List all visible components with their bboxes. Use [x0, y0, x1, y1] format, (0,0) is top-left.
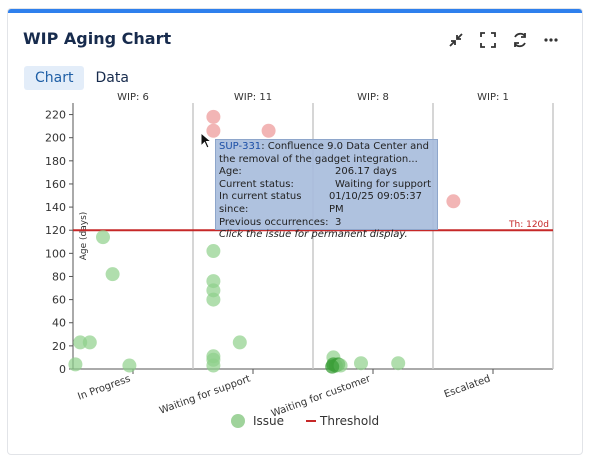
category-label: Escalated [443, 373, 492, 400]
tooltip-value: 3 [335, 216, 342, 228]
issue-point [325, 359, 340, 374]
issue-point [73, 335, 88, 350]
fullscreen-icon[interactable] [477, 30, 499, 50]
issue-point [206, 109, 221, 124]
tooltip-label: Age: [219, 166, 242, 178]
issue-point [206, 358, 221, 373]
category-label: In Progress [76, 373, 132, 402]
y-tick-label: 120 [45, 224, 66, 237]
chart-legend: Issue Threshold [231, 414, 379, 428]
mouse-cursor-icon [200, 132, 213, 149]
y-tick-label: 160 [45, 178, 66, 191]
y-tick-label: 220 [45, 109, 66, 122]
y-tick-label: 20 [52, 340, 66, 353]
issue-point [206, 123, 221, 138]
legend-threshold-swatch [306, 420, 317, 422]
y-tick-label: 180 [45, 155, 66, 168]
tooltip-value: Waiting for support [335, 178, 432, 190]
collapse-icon[interactable] [445, 30, 467, 50]
issue-point [82, 335, 97, 350]
tooltip-row-age: Age: 206.17 days [219, 166, 434, 179]
y-tick-label: 200 [45, 132, 66, 145]
tooltip-row-since: In current status since: 01/10/25 09:05:… [219, 191, 434, 216]
issue-point [122, 358, 137, 373]
issue-tooltip: SUP-331: Confluence 9.0 Data Center and … [215, 139, 438, 240]
tooltip-value: 01/10/25 09:05:37 PM [328, 191, 422, 215]
issue-point [206, 292, 221, 307]
tooltip-row-occurrences: Previous occurrences: 3 [219, 217, 434, 230]
issue-point [68, 357, 83, 372]
y-tick-label: 140 [45, 201, 66, 214]
legend-issue-swatch [231, 414, 245, 428]
y-tick-label: 60 [52, 294, 66, 307]
issue-point [232, 335, 247, 350]
issue-point [391, 356, 406, 371]
issue-point [206, 244, 221, 259]
y-tick-label: 40 [52, 317, 66, 330]
threshold-label: Th: 120d [508, 220, 549, 230]
tab-chart[interactable]: Chart [24, 66, 85, 90]
y-tick-label: 100 [45, 247, 66, 260]
refresh-icon[interactable] [509, 30, 531, 50]
y-axis-label: Age (days) [79, 212, 89, 261]
tooltip-value: 206.17 days [335, 166, 397, 178]
y-tick-label: 0 [59, 363, 66, 376]
gadget-accent-bar [8, 9, 582, 13]
wip-count-label: WIP: 6 [117, 92, 149, 103]
y-tick-label: 80 [52, 270, 66, 283]
category-label: Waiting for support [158, 373, 252, 416]
tab-data[interactable]: Data [95, 70, 129, 86]
legend-item-issue[interactable]: Issue [253, 414, 285, 428]
tooltip-label: Previous occurrences: [219, 216, 329, 228]
issue-point [261, 123, 276, 138]
issue-key-link[interactable]: SUP-331 [219, 141, 262, 152]
legend-item-threshold[interactable]: Threshold [320, 414, 380, 428]
tooltip-title: SUP-331: Confluence 9.0 Data Center and … [219, 141, 434, 166]
tooltip-label: Current status: [219, 178, 294, 190]
wip-count-label: WIP: 8 [357, 92, 389, 103]
wip-count-label: WIP: 1 [477, 92, 509, 103]
issue-summary: : Confluence 9.0 Data Center and the rem… [219, 141, 429, 165]
tooltip-hint: Click the issue for permanent display. [219, 229, 408, 241]
view-tabs: Chart Data [24, 66, 140, 90]
gadget-title: WIP Aging Chart [23, 29, 172, 48]
issue-point [105, 267, 120, 282]
issue-point [354, 356, 368, 371]
tooltip-row-status: Current status: Waiting for support [219, 179, 434, 192]
wip-count-label: WIP: 11 [234, 92, 272, 103]
issue-point [446, 194, 461, 209]
issue-point [96, 230, 110, 245]
tooltip-label: In current status since: [219, 191, 302, 215]
more-icon[interactable] [540, 30, 562, 50]
category-label: Waiting for customer [270, 373, 373, 419]
